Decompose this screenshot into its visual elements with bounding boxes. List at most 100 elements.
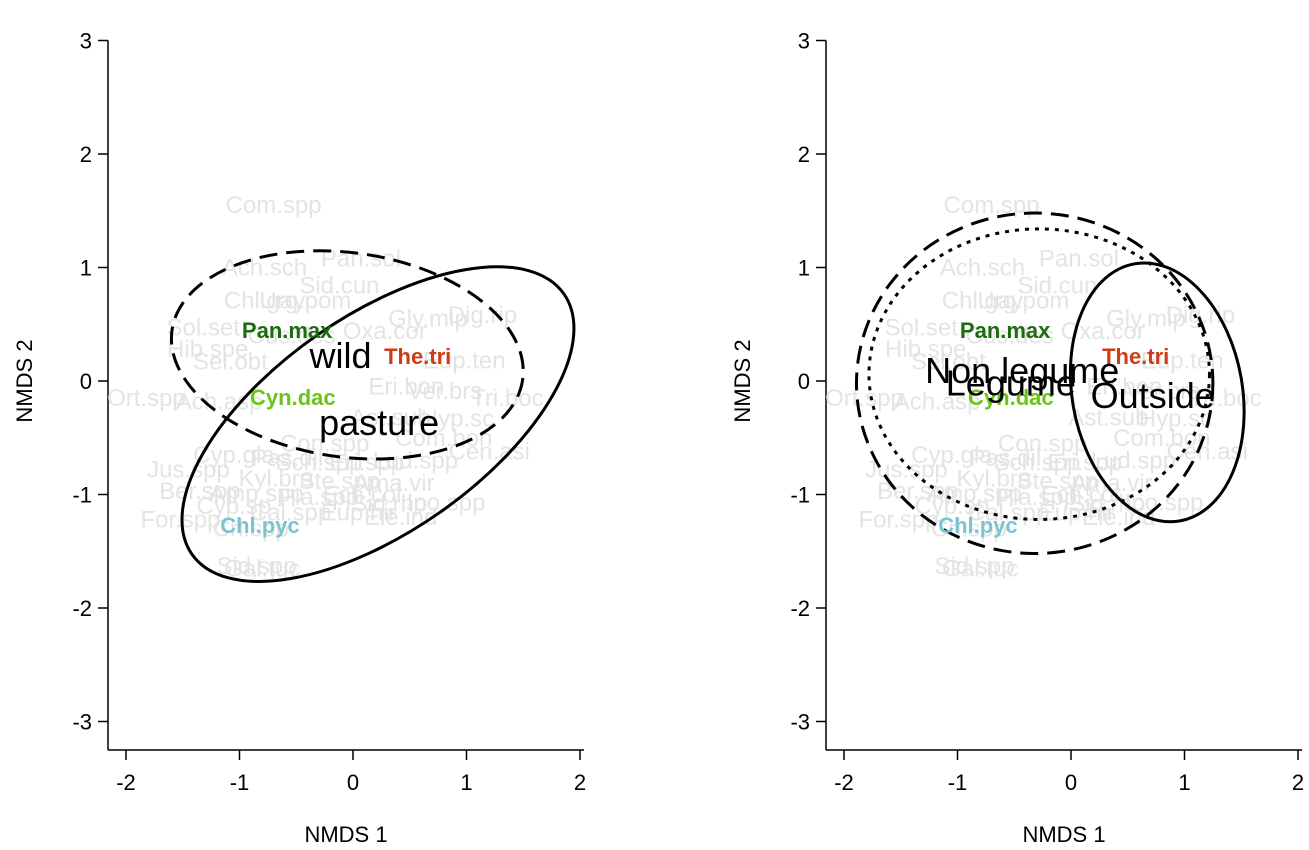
species-label-bg: Cal.spp — [968, 500, 1049, 527]
x-tick-label: 1 — [1178, 770, 1190, 795]
species-label-bg: Cri.spp — [931, 516, 1007, 543]
species-label-bg: Eup.hir — [1039, 500, 1115, 527]
species-label-bg: Jus.spp — [865, 457, 948, 484]
species-label-bg: Sch.spp — [276, 450, 363, 477]
species-label-bg: Jus.spp — [147, 457, 230, 484]
species-label-the-tri: The.tri — [1102, 344, 1169, 369]
species-label-bg: Ast.sub — [350, 404, 430, 431]
x-tick-label: 2 — [574, 770, 586, 795]
ellipse-pasture — [180, 265, 576, 583]
species-label-bg: Cus.des — [248, 323, 336, 350]
species-label-bg: Chl.gay — [942, 287, 1023, 314]
species-label-bg: Ele.ind — [364, 504, 437, 531]
species-label-bg: Pas.dil — [969, 445, 1041, 472]
species-label-bg: Cus.des — [966, 323, 1054, 350]
ellipse-non-legume — [854, 211, 1215, 556]
species-label-bg: Lud.spp — [373, 447, 458, 474]
species-label-bg: Cen.asi — [1167, 438, 1248, 465]
species-label-bg: Lud.spp — [1091, 447, 1176, 474]
species-label-bg: Cyp.gla — [911, 442, 993, 469]
species-label-chl-pyc: Chl.pyc — [938, 513, 1017, 538]
species-label-bg: Ste.spp — [299, 468, 380, 495]
species-label-bg: Sol.set — [166, 315, 240, 342]
x-axis-title: NMDS 1 — [1022, 822, 1105, 847]
x-tick-label: -2 — [116, 770, 136, 795]
species-label-bg: Hyp.sc — [421, 405, 494, 432]
species-label-bg: Ver.brs — [408, 378, 483, 405]
species-label-bg: Ort.spp — [107, 385, 186, 412]
species-label-bg: Ipo.spp — [407, 489, 486, 516]
y-axis-title: NMDS 2 — [730, 339, 755, 422]
species-label-bg: Hyp.sc — [1139, 405, 1212, 432]
species-label-bg: Ach.sch — [222, 255, 307, 282]
species-label-bg: Hib.spe — [885, 336, 966, 363]
species-label-bg: Cyp.sp — [914, 493, 989, 520]
species-label-bg: Urg.pom — [977, 287, 1069, 314]
species-label-bg: Com.spp — [226, 192, 322, 219]
group-label-pasture: pasture — [319, 402, 439, 443]
species-label-bg: Con.spp — [998, 430, 1087, 457]
species-label-bg: Dig.rip — [448, 302, 517, 329]
species-label-bg: Pas.dil — [251, 445, 323, 472]
group-label-legume: Legume — [946, 362, 1076, 403]
left-panel: -3 -2 -1 0 1 2 3 -2 -1 0 1 2 NMDS 1 NMDS 2 Com.spp Ach.… — [12, 29, 586, 848]
y-tick-label: -2 — [72, 596, 92, 621]
species-label-bg: Com.spp — [944, 192, 1040, 219]
species-label-bg: Sel.obt — [193, 349, 268, 376]
species-label-bg: Sid.spp — [216, 553, 296, 580]
ellipse-outside — [1068, 261, 1246, 524]
species-label-bg: Tri.boc — [1189, 385, 1261, 412]
y-tick-label: -1 — [790, 483, 810, 508]
species-label-bg: Eri.spp — [1047, 450, 1122, 477]
species-label-bg: Sid.rho — [351, 491, 427, 518]
x-tick-label: 1 — [460, 770, 472, 795]
y-tick-label: -3 — [72, 710, 92, 735]
y-tick-label: -2 — [790, 596, 810, 621]
species-label-bg: Kyl.bre — [956, 466, 1031, 493]
species-label-bg: Ach.asp — [894, 388, 981, 415]
y-tick-label: 3 — [80, 29, 92, 54]
species-label-pan-max: Pan.max — [960, 318, 1051, 343]
species-label-bg: Urg.pom — [259, 287, 351, 314]
species-label-bg: Chl.gay — [224, 287, 305, 314]
group-label-outside: Outside — [1091, 375, 1215, 416]
y-tick-label: 0 — [80, 369, 92, 394]
x-tick-label: 2 — [1292, 770, 1304, 795]
species-label-bg: Ach.sch — [940, 255, 1025, 282]
species-label-bg: Eri.bon — [368, 374, 444, 401]
y-tick-label: -1 — [72, 483, 92, 508]
ellipse-wild — [169, 249, 525, 461]
species-label-bg: Eri.spp — [329, 450, 404, 477]
species-label-bg: Sel.obt — [911, 349, 986, 376]
species-label-bg: Sol.set — [884, 315, 958, 342]
species-label-bg: Gly.mip — [1106, 306, 1186, 333]
species-label-bg: Eup.hir — [321, 500, 397, 527]
species-label-bg: Amp.spp — [209, 480, 304, 507]
species-label-chl-pyc: Chl.pyc — [220, 513, 299, 538]
y-tick-label: -3 — [790, 710, 810, 735]
species-label-bg: Gly.mip — [388, 306, 468, 333]
right-panel: -3 -2 -1 0 1 2 3 -2 -1 0 1 2 NMDS 1 NMDS 2 Com.spp Ach.… — [730, 29, 1304, 848]
species-label-cyn-dac: Cyn.dac — [250, 385, 336, 410]
species-label-bg: For.spp — [858, 506, 938, 533]
species-label-bg: For.spp — [140, 506, 220, 533]
species-label-bg: Tri.boc — [471, 385, 543, 412]
species-label-the-tri: The.tri — [384, 344, 451, 369]
species-label-bg: Kyl.bre — [238, 466, 313, 493]
species-label-pan-max: Pan.max — [242, 318, 333, 343]
y-tick-label: 3 — [798, 29, 810, 54]
species-label-bg: Sid.spp — [934, 553, 1014, 580]
x-tick-label: -1 — [948, 770, 968, 795]
species-label-bg: Amp.spp — [927, 480, 1022, 507]
species-label-bg: Cri.spp — [213, 516, 289, 543]
species-label-bg: Ele.ind — [1082, 504, 1155, 531]
group-label-non-legume: Non legume — [925, 350, 1119, 391]
species-label-bg: Pla.spp — [279, 484, 359, 511]
species-label-bg: Ort.spp — [825, 385, 904, 412]
y-tick-label: 1 — [798, 256, 810, 281]
y-tick-label: 2 — [80, 142, 92, 167]
species-label-bg: Com.bon — [395, 425, 492, 452]
y-tick-label: 2 — [798, 142, 810, 167]
x-tick-label: 0 — [347, 770, 359, 795]
species-label-bg: Eup.ten — [423, 348, 506, 375]
